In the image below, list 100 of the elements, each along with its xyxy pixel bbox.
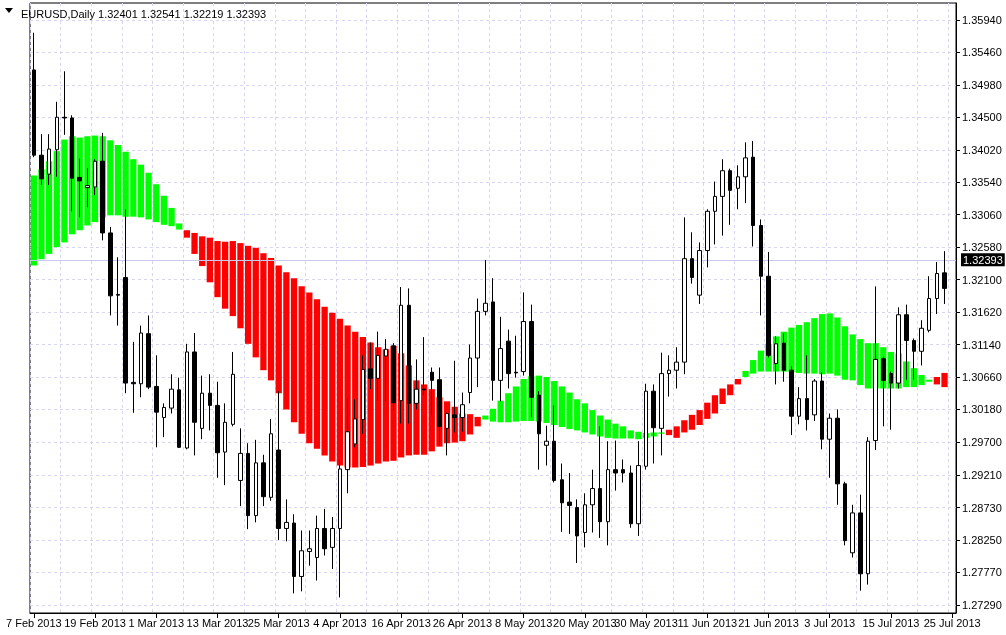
candlestick	[827, 413, 832, 479]
candlestick	[674, 346, 679, 389]
x-tick-label: 7 Feb 2013	[6, 616, 62, 629]
candlestick	[491, 277, 495, 402]
candlestick	[575, 498, 579, 564]
candlestick	[261, 454, 266, 507]
candlestick	[246, 442, 250, 530]
candlestick	[705, 208, 710, 268]
candlestick	[231, 351, 235, 427]
candlestick	[927, 275, 931, 333]
candlestick	[223, 402, 227, 486]
candlestick	[621, 458, 625, 483]
y-tick-label: 1.32580	[962, 241, 1002, 254]
bar	[114, 145, 122, 216]
chart-title: EURUSD,Daily 1.32401 1.32541 1.32219 1.32393	[21, 7, 267, 20]
y-tick-label: 1.33540	[962, 176, 1002, 189]
candlestick	[139, 325, 143, 398]
x-tick-label: 20 May 2013	[553, 616, 617, 629]
candlestick	[200, 375, 204, 440]
ref-line-label: 1.32393	[963, 253, 1003, 266]
candlestick	[177, 377, 181, 449]
x-tick-label: 3 Jul 2013	[804, 616, 856, 629]
candlestick	[858, 494, 863, 592]
candlestick	[606, 440, 610, 546]
candlestick	[843, 481, 847, 546]
candlestick	[636, 440, 641, 537]
x-tick-label: 21 Jun 2013	[738, 616, 799, 629]
candlestick	[330, 516, 335, 570]
candlestick	[208, 373, 212, 431]
candlestick	[185, 343, 189, 450]
candlestick	[169, 373, 174, 414]
candlestick	[307, 529, 312, 567]
candlestick	[108, 226, 113, 316]
candlestick	[506, 329, 511, 389]
candlestick	[590, 469, 595, 534]
candlestick	[713, 181, 717, 245]
x-tick-label: 16 Apr 2013	[371, 616, 431, 629]
candlestick	[62, 70, 67, 136]
y-tick-label: 1.32100	[962, 273, 1002, 286]
candlestick	[315, 515, 319, 582]
y-tick-label: 1.28250	[962, 533, 1002, 546]
candlestick	[292, 513, 296, 594]
candlestick	[629, 465, 633, 529]
candlestick	[483, 259, 488, 316]
candlestick	[475, 298, 480, 388]
bar	[474, 416, 481, 427]
y-tick-label: 1.35940	[962, 13, 1002, 26]
candlestick	[514, 335, 518, 379]
candlestick	[544, 425, 549, 467]
y-tick-label: 1.29700	[962, 435, 1002, 448]
candlestick	[812, 378, 817, 422]
x-tick-label: 4 Apr 2013	[313, 616, 367, 629]
candlestick	[720, 158, 725, 237]
x-tick-label: 13 Mar 2013	[186, 616, 249, 629]
y-tick-label: 1.34020	[962, 143, 1002, 156]
candlestick	[583, 492, 587, 548]
candlestick	[468, 344, 472, 404]
x-tick-label: 11 Jun 2013	[677, 616, 738, 629]
x-tick-label: 8 May 2013	[494, 616, 553, 629]
candlestick	[797, 386, 801, 425]
candlestick	[32, 32, 36, 158]
x-tick-label: 1 Mar 2013	[128, 616, 185, 629]
candlestick	[850, 504, 855, 559]
y-tick-label: 1.35460	[962, 46, 1002, 59]
candlestick	[284, 498, 289, 542]
candlestick	[299, 529, 304, 592]
candlestick	[659, 352, 664, 456]
candlestick	[743, 141, 748, 204]
candlestick	[942, 250, 947, 305]
bar	[489, 408, 497, 422]
y-tick-label: 1.34980	[962, 78, 1002, 91]
x-tick-label: 26 Apr 2013	[432, 616, 493, 629]
candlestick	[690, 231, 694, 285]
x-tick-label: 19 Feb 2013	[64, 616, 126, 629]
candlestick	[322, 508, 327, 557]
candlestick	[154, 354, 159, 448]
candlestick	[131, 341, 136, 414]
y-tick-label: 1.31620	[962, 306, 1002, 319]
y-tick-label: 1.31140	[962, 338, 1001, 351]
y-tick-label: 1.30180	[962, 403, 1002, 416]
y-tick-label: 1.28730	[962, 501, 1002, 514]
candlestick	[254, 439, 258, 523]
y-tick-label: 1.27290	[962, 598, 1002, 611]
candlestick	[238, 427, 243, 507]
candlestick	[919, 319, 924, 366]
x-tick-label: 25 Jul 2013	[923, 616, 981, 629]
candlestick	[728, 168, 732, 226]
x-tick-label: 30 May 2013	[614, 616, 678, 629]
candlestick	[613, 440, 618, 492]
y-tick-label: 1.30660	[962, 370, 1002, 383]
candlestick	[560, 463, 564, 533]
y-tick-label: 1.34500	[962, 111, 1002, 124]
x-tick-label: 25 Mar 2013	[247, 616, 310, 629]
candlestick	[866, 436, 870, 586]
y-tick-label: 1.29210	[962, 469, 1002, 482]
candlestick	[682, 216, 687, 375]
candlestick	[162, 402, 166, 438]
bar	[864, 343, 872, 389]
candlestick	[146, 314, 151, 390]
candlestick	[192, 332, 197, 456]
